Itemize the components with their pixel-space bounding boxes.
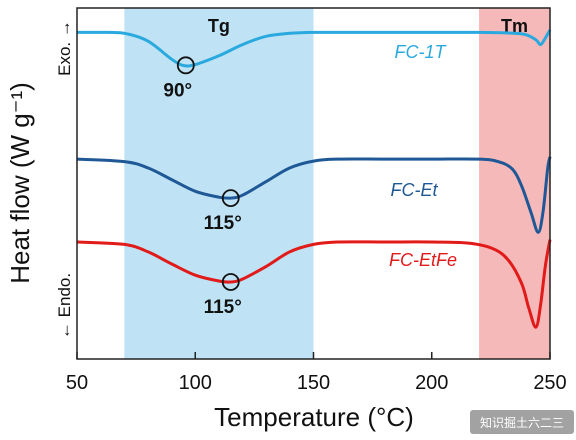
- region-tm: [479, 8, 550, 359]
- endo-label: ← Endo.: [55, 273, 74, 339]
- regions-layer: [124, 8, 550, 359]
- y-axis-title: Heat flow (W g⁻¹): [5, 82, 35, 284]
- annotation-marker: [221, 189, 240, 208]
- region-label-tm: Tm: [501, 16, 528, 36]
- x-tick-label: 50: [66, 372, 88, 394]
- x-axis-title: Temperature (°C): [214, 402, 414, 432]
- annotation-label: 115°: [204, 297, 242, 318]
- exo-label: Exo. →: [55, 20, 74, 76]
- x-tick-label: 100: [179, 372, 212, 394]
- region-label-tg: Tg: [208, 16, 230, 36]
- region-tg: [124, 8, 314, 359]
- annotation-labels: 90° 115° 115°: [163, 80, 241, 318]
- x-tick-label: 150: [297, 372, 330, 394]
- series-line-fc-et: [76, 156, 552, 234]
- series-line-fc-1t: [76, 29, 552, 68]
- annotation-label: 115°: [204, 213, 242, 234]
- series-labels: FC-1T FC-Et FC-EtFe: [389, 42, 457, 270]
- marker-layer: [176, 56, 240, 291]
- series-label-fc-et: FC-Et: [391, 180, 439, 200]
- annotation-marker: [176, 56, 195, 75]
- x-axis-ticks: 50 100 150 200 250: [66, 352, 567, 394]
- annotation-marker: [221, 273, 240, 291]
- x-tick-label: 200: [415, 372, 448, 394]
- series-label-fc-etfe: FC-EtFe: [389, 250, 457, 270]
- series-line-fc-etfe: [76, 239, 552, 329]
- watermark-bg: [470, 410, 574, 434]
- watermark: 知识掘土六二三: [480, 415, 564, 430]
- series-layer: [76, 29, 552, 329]
- series-label-fc-1t: FC-1T: [395, 42, 448, 62]
- annotation-label: 90°: [163, 80, 192, 101]
- x-tick-label: 250: [533, 372, 566, 394]
- region-labels: Tg Tm: [208, 16, 528, 36]
